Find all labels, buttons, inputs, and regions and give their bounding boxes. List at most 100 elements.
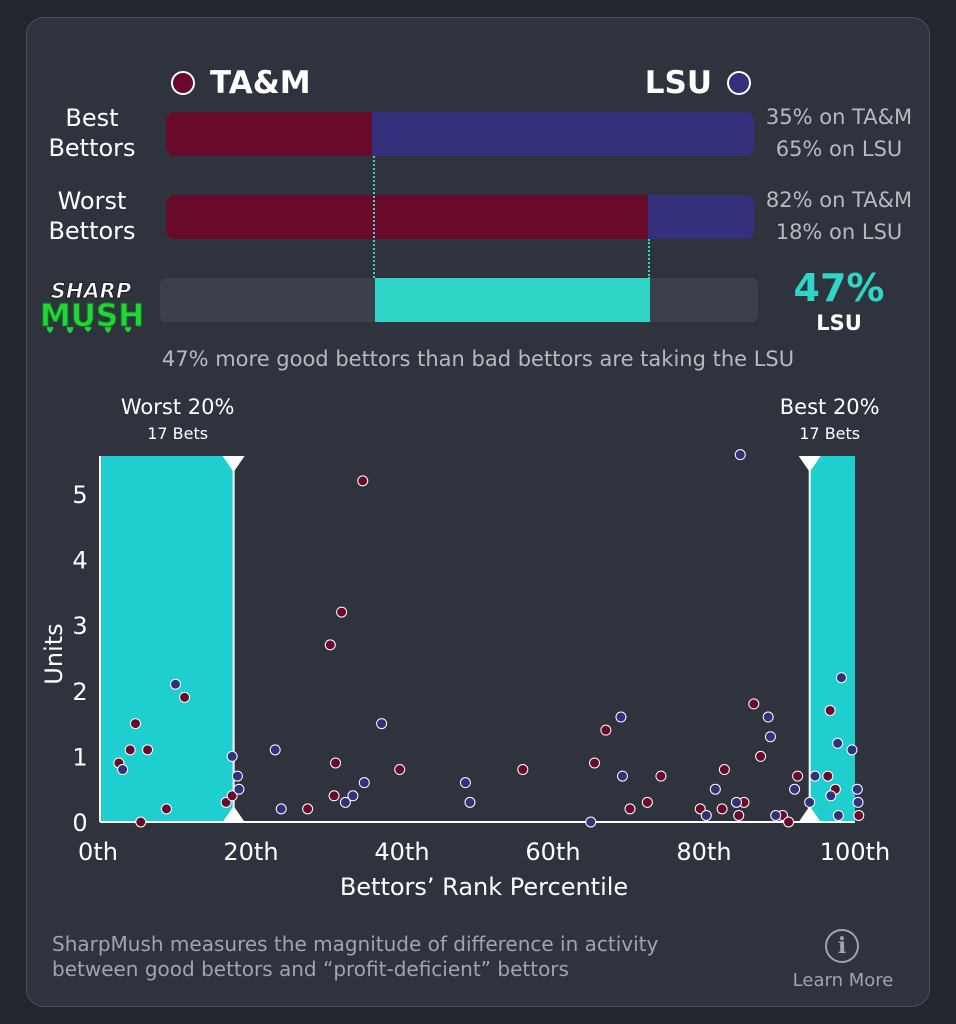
lsu-bet-point xyxy=(231,770,243,782)
tam-bet-point xyxy=(733,809,745,821)
tam-team-name: TA&M xyxy=(210,65,311,101)
lsu-legend-dot xyxy=(727,71,751,95)
tam-bet-point xyxy=(330,757,342,769)
bettor-rank-scatter-chart: Worst 20% 17 Bets Best 20% 17 Bets 0 1 2 3 4 5 0th… xyxy=(40,395,890,901)
zone-subtitle-0: 17 Bets xyxy=(147,424,208,443)
lsu-bet-point xyxy=(226,750,238,762)
x-tick-label-40: 40th xyxy=(374,838,429,866)
tam-bet-point xyxy=(824,704,836,716)
tam-bet-point xyxy=(357,475,369,487)
worst-bettors-lsu-segment xyxy=(648,195,754,239)
lsu-bet-point xyxy=(832,737,844,749)
x-tick-label-80: 80th xyxy=(676,838,731,866)
info-icon: i xyxy=(825,929,859,963)
lsu-bet-point xyxy=(275,803,287,815)
lsu-bet-point xyxy=(770,809,782,821)
lsu-bet-point xyxy=(615,711,627,723)
lsu-bet-point xyxy=(764,731,776,743)
lsu-team-name: LSU xyxy=(644,65,712,101)
lsu-bet-point xyxy=(585,816,597,828)
worst-bettors-label: Worst Bettors xyxy=(48,187,136,245)
lsu-bet-point xyxy=(730,796,742,808)
tam-bet-point xyxy=(783,816,795,828)
tam-bet-point xyxy=(853,809,865,821)
zone-subtitle-1: 17 Bets xyxy=(799,424,860,443)
x-axis-label: Bettors’ Rank Percentile xyxy=(340,873,628,901)
tam-bet-point xyxy=(394,764,406,776)
y-axis-label: Units xyxy=(40,623,68,684)
lsu-bet-point xyxy=(376,718,388,730)
tam-bet-point xyxy=(135,816,147,828)
tam-legend-dot xyxy=(171,71,195,95)
y-tick-label-0: 0 xyxy=(72,809,87,837)
tam-bet-point xyxy=(129,718,141,730)
difference-bar xyxy=(375,278,650,322)
tam-bet-point xyxy=(624,803,636,815)
best-bettors-tam-segment xyxy=(166,112,372,156)
tam-bet-point xyxy=(755,750,767,762)
sharpmush-logo: SHARP MUSH xyxy=(39,279,144,335)
zone-title-0: Worst 20% xyxy=(121,395,235,419)
lsu-bet-point xyxy=(233,783,245,795)
tam-bet-point xyxy=(792,770,804,782)
tam-bet-point xyxy=(641,796,653,808)
lsu-bet-point xyxy=(459,777,471,789)
best-bettors-label: Best Bettors xyxy=(48,104,136,162)
zone-marker-top-0 xyxy=(222,456,245,472)
lsu-bet-point xyxy=(789,783,801,795)
difference-value: 47% xyxy=(793,266,885,310)
tam-bet-point xyxy=(517,764,529,776)
lsu-bet-point xyxy=(809,770,821,782)
worst-bettors-tam-segment xyxy=(166,195,649,239)
zone-1 xyxy=(809,456,855,822)
tam-bet-point xyxy=(600,724,612,736)
worst-bettors-split: 82% on TA&M 18% on LSU xyxy=(765,188,913,244)
tam-bet-point xyxy=(324,639,336,651)
best-bettors-lsu-segment xyxy=(371,112,754,156)
best-bettors-bar xyxy=(166,112,754,156)
tam-bet-point xyxy=(160,803,172,815)
lsu-bet-point xyxy=(464,796,476,808)
y-tick-label-2: 2 xyxy=(72,678,87,706)
learn-more-button[interactable]: i Learn More xyxy=(784,928,902,996)
x-tick-label-20: 20th xyxy=(223,838,278,866)
svg-text:SHARP: SHARP xyxy=(51,279,132,303)
tam-bet-point xyxy=(589,757,601,769)
lsu-bet-point xyxy=(616,770,628,782)
y-tick-label-1: 1 xyxy=(72,743,87,771)
tam-bet-point xyxy=(142,744,154,756)
zone-marker-bottom-1 xyxy=(798,806,821,822)
lsu-bet-point xyxy=(825,790,837,802)
lsu-bet-point xyxy=(170,678,181,690)
lsu-bet-point xyxy=(117,764,129,776)
lsu-bet-point xyxy=(846,744,858,756)
lsu-bet-point xyxy=(700,809,712,821)
tam-bet-point xyxy=(716,803,728,815)
y-tick-label-5: 5 xyxy=(72,481,87,509)
lsu-bet-point xyxy=(835,672,847,684)
worst-bettors-bar xyxy=(166,195,754,239)
lsu-bet-point xyxy=(709,783,721,795)
lsu-bet-point xyxy=(358,777,370,789)
lsu-bet-point xyxy=(734,449,746,461)
y-tick-label-4: 4 xyxy=(72,547,87,575)
x-tick-label-100: 100th xyxy=(820,838,890,866)
lsu-bet-point xyxy=(832,809,844,821)
lsu-bet-point xyxy=(269,744,281,756)
tam-bet-point xyxy=(336,606,348,618)
lsu-bet-point xyxy=(762,711,774,723)
difference-team: LSU xyxy=(816,311,862,335)
tam-bet-point xyxy=(124,744,136,756)
zone-title-1: Best 20% xyxy=(780,395,880,419)
tam-bet-point xyxy=(179,691,191,703)
best-bettors-split: 35% on TA&M 65% on LSU xyxy=(765,105,913,161)
tam-bet-point xyxy=(718,764,730,776)
tam-bet-point xyxy=(655,770,667,782)
x-tick-label-0: 0th xyxy=(78,838,118,866)
tam-bet-point xyxy=(748,698,760,710)
zone-marker-bottom-0 xyxy=(222,806,245,822)
learn-more-label: Learn More xyxy=(792,970,894,991)
tam-bet-point xyxy=(822,770,834,782)
tam-bet-point xyxy=(302,803,314,815)
footer-description: SharpMush measures the magnitude of diff… xyxy=(52,932,659,981)
